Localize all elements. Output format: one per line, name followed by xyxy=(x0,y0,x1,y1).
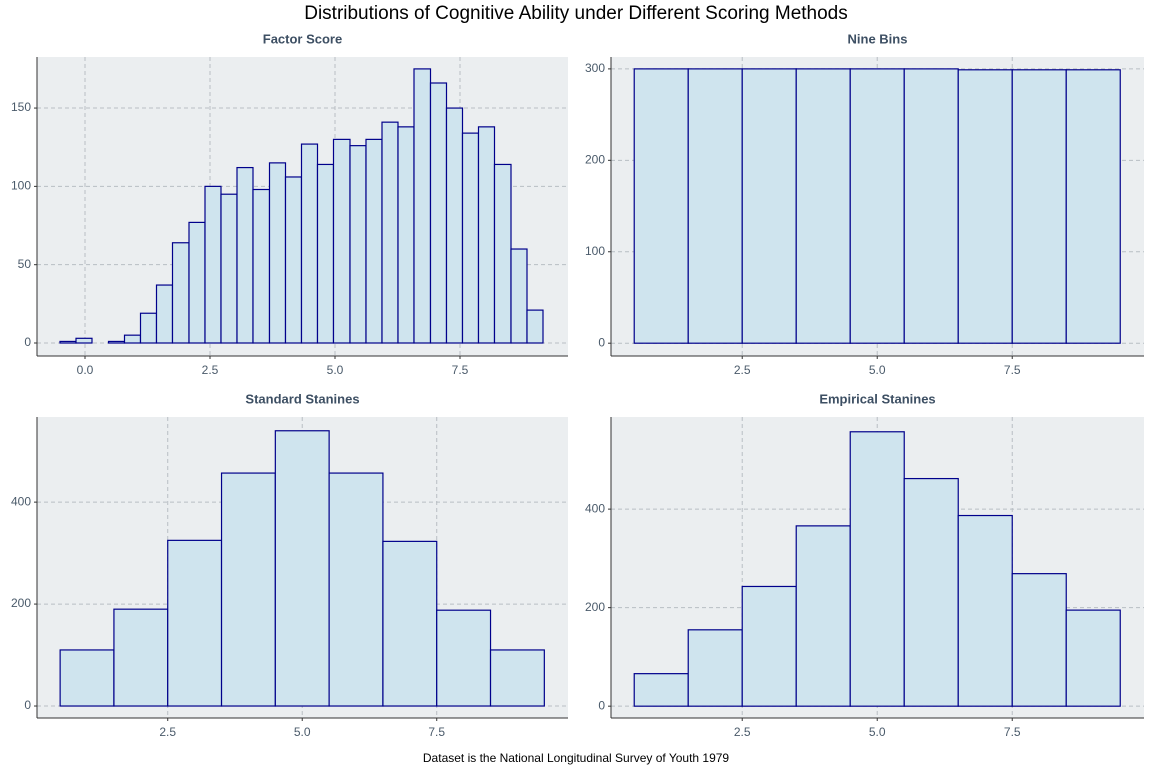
y-tick-label: 100 xyxy=(585,244,605,258)
x-tick-label: 2.5 xyxy=(159,725,176,739)
bar xyxy=(188,221,206,344)
bar xyxy=(633,673,689,707)
bar xyxy=(413,68,432,344)
bar xyxy=(795,68,851,344)
bar xyxy=(328,472,384,707)
bar xyxy=(795,525,851,707)
bar xyxy=(220,472,276,707)
caption: Dataset is the National Longitudinal Sur… xyxy=(423,751,730,765)
bar xyxy=(477,126,496,344)
bar xyxy=(397,126,415,344)
bar xyxy=(252,188,271,344)
bar xyxy=(274,430,330,707)
y-tick-label: 200 xyxy=(585,152,605,166)
y-tick-label: 200 xyxy=(585,600,605,614)
figure-title: Distributions of Cognitive Ability under… xyxy=(304,3,848,24)
bar xyxy=(268,162,287,344)
bar xyxy=(107,340,126,344)
bar xyxy=(167,539,223,707)
bar xyxy=(284,176,303,344)
y-tick-label: 0 xyxy=(24,698,31,712)
bar xyxy=(489,649,545,707)
bar xyxy=(849,68,905,344)
bar xyxy=(429,82,448,344)
bar xyxy=(316,163,335,344)
bar xyxy=(903,68,959,344)
bar xyxy=(633,68,689,344)
x-tick-label: 7.5 xyxy=(452,363,469,377)
bar xyxy=(493,163,512,344)
bar xyxy=(957,514,1013,707)
bar xyxy=(123,334,142,344)
y-tick-label: 300 xyxy=(585,61,605,75)
panel: Factor Score 0 50 100 150 0.0 2.5 5.0 7.5 xyxy=(11,31,568,377)
bar xyxy=(1065,69,1121,344)
y-tick-label: 0 xyxy=(598,335,605,349)
bar xyxy=(903,477,959,707)
panel-title: Nine Bins xyxy=(848,31,908,46)
bar xyxy=(204,185,222,344)
bar xyxy=(349,145,367,344)
y-tick-label: 0 xyxy=(598,698,605,712)
bar xyxy=(155,284,174,344)
bar xyxy=(332,138,351,344)
bar xyxy=(445,107,464,344)
bar xyxy=(236,166,254,344)
bar xyxy=(365,138,383,344)
y-tick-label: 200 xyxy=(11,596,31,610)
x-tick-label: 5.0 xyxy=(869,725,886,739)
bar xyxy=(382,540,438,707)
bar xyxy=(957,69,1013,344)
bar xyxy=(741,68,797,344)
x-tick-label: 7.5 xyxy=(428,725,445,739)
bar xyxy=(849,431,905,707)
bar xyxy=(436,609,492,707)
bar xyxy=(59,649,115,707)
x-tick-label: 2.5 xyxy=(734,725,751,739)
y-tick-label: 400 xyxy=(11,494,31,508)
x-tick-label: 2.5 xyxy=(202,363,219,377)
bar xyxy=(1011,69,1067,344)
bar xyxy=(526,309,544,344)
y-tick-label: 0 xyxy=(24,335,31,349)
bar xyxy=(220,193,238,344)
x-tick-label: 7.5 xyxy=(1004,725,1021,739)
bar xyxy=(687,629,743,707)
bar xyxy=(113,608,169,707)
bar xyxy=(300,143,319,344)
bar xyxy=(59,340,77,344)
x-tick-label: 0.0 xyxy=(77,363,94,377)
x-tick-label: 5.0 xyxy=(294,725,311,739)
x-tick-label: 5.0 xyxy=(327,363,344,377)
bar xyxy=(139,312,158,344)
x-tick-label: 5.0 xyxy=(869,363,886,377)
panel-title: Factor Score xyxy=(263,31,342,46)
bar xyxy=(510,248,528,344)
y-tick-label: 150 xyxy=(11,100,31,114)
bar xyxy=(1065,609,1121,707)
bar xyxy=(687,68,743,344)
bar xyxy=(75,337,93,344)
x-tick-label: 7.5 xyxy=(1004,363,1021,377)
y-tick-label: 50 xyxy=(18,257,32,271)
panel-title: Empirical Stanines xyxy=(819,391,935,406)
panel: Nine Bins 0 100 200 300 2.5 5.0 7.5 xyxy=(585,31,1144,377)
bar xyxy=(171,242,190,344)
bar xyxy=(1011,573,1067,707)
panel: Empirical Stanines 0 200 400 2.5 5.0 7.5 xyxy=(585,391,1144,739)
x-tick-label: 2.5 xyxy=(734,363,751,377)
panel-title: Standard Stanines xyxy=(245,391,359,406)
y-tick-label: 100 xyxy=(11,179,31,193)
y-tick-label: 400 xyxy=(585,501,605,515)
panel: Standard Stanines 0 200 400 2.5 5.0 7.5 xyxy=(11,391,568,739)
bar xyxy=(741,585,797,707)
bar xyxy=(381,121,399,344)
bar xyxy=(461,132,480,344)
